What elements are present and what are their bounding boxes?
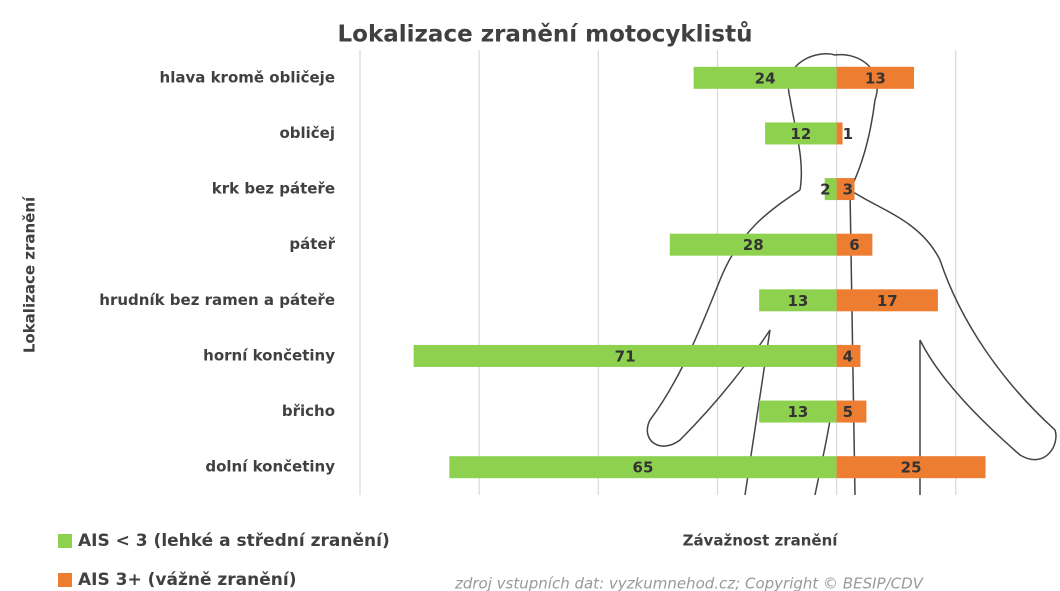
y-axis-label: Lokalizace zranění bbox=[21, 196, 39, 353]
category-label: horní končetiny bbox=[203, 346, 335, 364]
value-label: 6 bbox=[849, 236, 859, 254]
value-label: 5 bbox=[843, 403, 853, 421]
category-label: krk bez páteře bbox=[212, 180, 335, 198]
value-label: 1 bbox=[843, 125, 853, 143]
value-label: 13 bbox=[787, 403, 808, 421]
value-label: 24 bbox=[755, 69, 776, 87]
legend-swatch bbox=[58, 534, 72, 548]
body-silhouette bbox=[647, 54, 1056, 495]
category-label: hlava kromě obličeje bbox=[160, 68, 335, 86]
source-note: zdroj vstupních dat: vyzkumnehod.cz; Cop… bbox=[454, 575, 925, 591]
legend-label: AIS 3+ (vážně zranění) bbox=[78, 570, 297, 590]
category-label: dolní končetiny bbox=[205, 458, 335, 476]
value-label: 25 bbox=[901, 459, 922, 477]
value-label: 28 bbox=[743, 236, 764, 254]
legend-swatch bbox=[58, 573, 72, 587]
value-label: 13 bbox=[865, 69, 886, 87]
category-label: obličej bbox=[279, 124, 335, 142]
category-label: břicho bbox=[282, 402, 335, 420]
category-label: páteř bbox=[289, 235, 335, 253]
value-label: 65 bbox=[633, 459, 654, 477]
chart-title: Lokalizace zranění motocyklistů bbox=[338, 21, 753, 48]
grid bbox=[360, 50, 956, 495]
category-label: hrudník bez ramen a páteře bbox=[99, 291, 335, 309]
value-label: 71 bbox=[615, 347, 636, 365]
chart: Lokalizace zranění motocyklistů Lokaliza… bbox=[0, 0, 1060, 591]
value-label: 3 bbox=[843, 181, 853, 199]
value-label: 2 bbox=[820, 181, 830, 199]
x-axis-label: Závažnost zranění bbox=[683, 532, 839, 550]
value-label: 4 bbox=[843, 347, 853, 365]
value-label: 13 bbox=[787, 292, 808, 310]
legend-label: AIS < 3 (lehké a střední zranění) bbox=[78, 531, 390, 551]
value-label: 17 bbox=[877, 292, 898, 310]
value-label: 12 bbox=[790, 125, 811, 143]
